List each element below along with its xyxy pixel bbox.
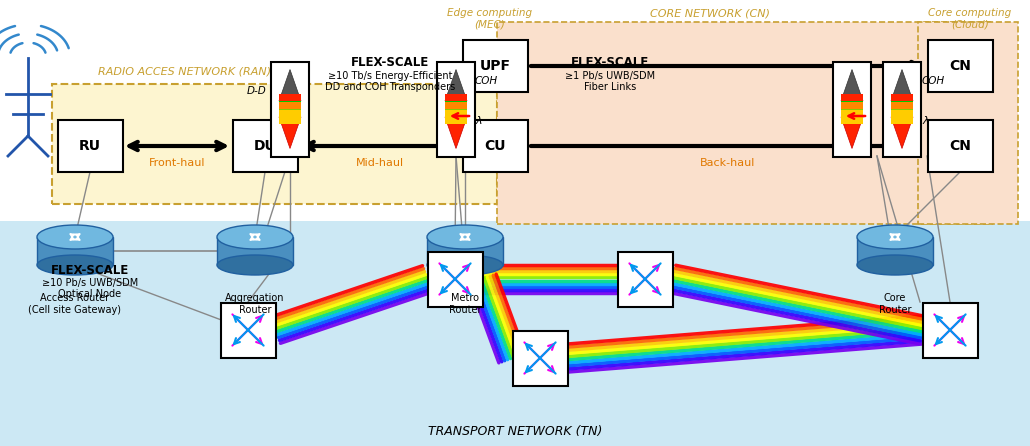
FancyBboxPatch shape: [923, 302, 977, 358]
Bar: [891, 102, 913, 109]
FancyBboxPatch shape: [427, 252, 482, 306]
Bar: [0, 0, 1030, 226]
Polygon shape: [842, 117, 863, 149]
Ellipse shape: [857, 225, 933, 249]
Bar: [427, 237, 503, 265]
Text: DU: DU: [253, 139, 276, 153]
Bar: [279, 109, 301, 116]
Text: D-D: D-D: [246, 86, 266, 96]
Text: DD and COH Transponders: DD and COH Transponders: [324, 82, 455, 92]
FancyBboxPatch shape: [271, 62, 309, 157]
Bar: [842, 109, 863, 116]
Bar: [445, 117, 467, 124]
Polygon shape: [891, 117, 913, 149]
Bar: [279, 94, 301, 101]
FancyBboxPatch shape: [618, 252, 673, 306]
FancyBboxPatch shape: [513, 330, 568, 385]
Polygon shape: [842, 70, 863, 101]
FancyBboxPatch shape: [58, 120, 123, 172]
Text: RADIO ACCES NETWORK (RAN): RADIO ACCES NETWORK (RAN): [99, 66, 272, 76]
Text: CU: CU: [484, 139, 506, 153]
Bar: [842, 117, 863, 124]
Text: COH: COH: [475, 76, 499, 86]
Ellipse shape: [857, 255, 933, 275]
Polygon shape: [891, 70, 913, 101]
Polygon shape: [445, 117, 467, 149]
Bar: [842, 101, 863, 108]
Text: Back-haul: Back-haul: [700, 158, 756, 168]
Text: Fiber Links: Fiber Links: [584, 82, 637, 92]
Text: ≥1 Pb/s UWB/SDM: ≥1 Pb/s UWB/SDM: [564, 71, 655, 81]
Bar: [891, 94, 913, 101]
Bar: [279, 117, 301, 124]
FancyBboxPatch shape: [927, 40, 993, 92]
Bar: [445, 102, 467, 109]
FancyBboxPatch shape: [497, 22, 992, 224]
Text: Core computing
(Cloud): Core computing (Cloud): [928, 8, 1011, 29]
FancyBboxPatch shape: [462, 120, 527, 172]
Text: COH: COH: [922, 76, 946, 86]
Text: Edge computing
(MEC): Edge computing (MEC): [447, 8, 533, 29]
Bar: [445, 94, 467, 101]
Bar: [891, 101, 913, 108]
Text: FLEX-SCALE: FLEX-SCALE: [351, 56, 430, 69]
Text: λ: λ: [475, 116, 482, 126]
Bar: [0, 221, 1030, 446]
Bar: [891, 110, 913, 117]
Bar: [842, 102, 863, 109]
Bar: [842, 94, 863, 101]
Text: CN: CN: [949, 59, 971, 73]
FancyBboxPatch shape: [220, 302, 275, 358]
Polygon shape: [279, 70, 301, 101]
Ellipse shape: [427, 255, 503, 275]
FancyBboxPatch shape: [462, 40, 527, 92]
Text: Metro
Router: Metro Router: [449, 293, 481, 314]
Text: CN: CN: [949, 139, 971, 153]
Text: Aggregation
Router: Aggregation Router: [226, 293, 284, 314]
FancyBboxPatch shape: [833, 62, 871, 157]
Text: ≥10 Tb/s Energy-Efficient: ≥10 Tb/s Energy-Efficient: [328, 71, 452, 81]
FancyBboxPatch shape: [437, 62, 475, 157]
Bar: [279, 101, 301, 108]
Bar: [217, 237, 293, 265]
Bar: [445, 109, 467, 116]
Text: FLEX-SCALE: FLEX-SCALE: [571, 56, 649, 69]
Text: RU: RU: [79, 139, 101, 153]
Text: Optical Node: Optical Node: [59, 289, 122, 299]
Ellipse shape: [37, 255, 113, 275]
Text: FLEX-SCALE: FLEX-SCALE: [50, 264, 129, 277]
Text: CORE NETWORK (CN): CORE NETWORK (CN): [650, 8, 770, 18]
FancyBboxPatch shape: [233, 120, 298, 172]
Text: ≥10 Pb/s UWB/SDM: ≥10 Pb/s UWB/SDM: [42, 278, 138, 288]
Bar: [842, 110, 863, 117]
FancyBboxPatch shape: [918, 22, 1018, 224]
Text: Core
Router: Core Router: [879, 293, 912, 314]
FancyBboxPatch shape: [52, 84, 497, 204]
Text: UPF: UPF: [480, 59, 511, 73]
Bar: [857, 237, 933, 265]
Text: λ: λ: [922, 116, 929, 126]
Ellipse shape: [217, 225, 293, 249]
Bar: [445, 101, 467, 108]
Text: Front-haul: Front-haul: [148, 158, 205, 168]
Ellipse shape: [37, 225, 113, 249]
Bar: [445, 110, 467, 117]
Text: Mid-haul: Mid-haul: [356, 158, 404, 168]
Text: TRANSPORT NETWORK (TN): TRANSPORT NETWORK (TN): [427, 425, 603, 438]
Bar: [891, 109, 913, 116]
Polygon shape: [445, 70, 467, 101]
Bar: [279, 102, 301, 109]
Text: Access Router
(Cell site Gateway): Access Router (Cell site Gateway): [29, 293, 122, 314]
FancyBboxPatch shape: [927, 120, 993, 172]
Ellipse shape: [427, 225, 503, 249]
Bar: [891, 117, 913, 124]
Bar: [37, 237, 113, 265]
Polygon shape: [279, 117, 301, 149]
FancyBboxPatch shape: [883, 62, 921, 157]
Bar: [279, 110, 301, 117]
Ellipse shape: [217, 255, 293, 275]
